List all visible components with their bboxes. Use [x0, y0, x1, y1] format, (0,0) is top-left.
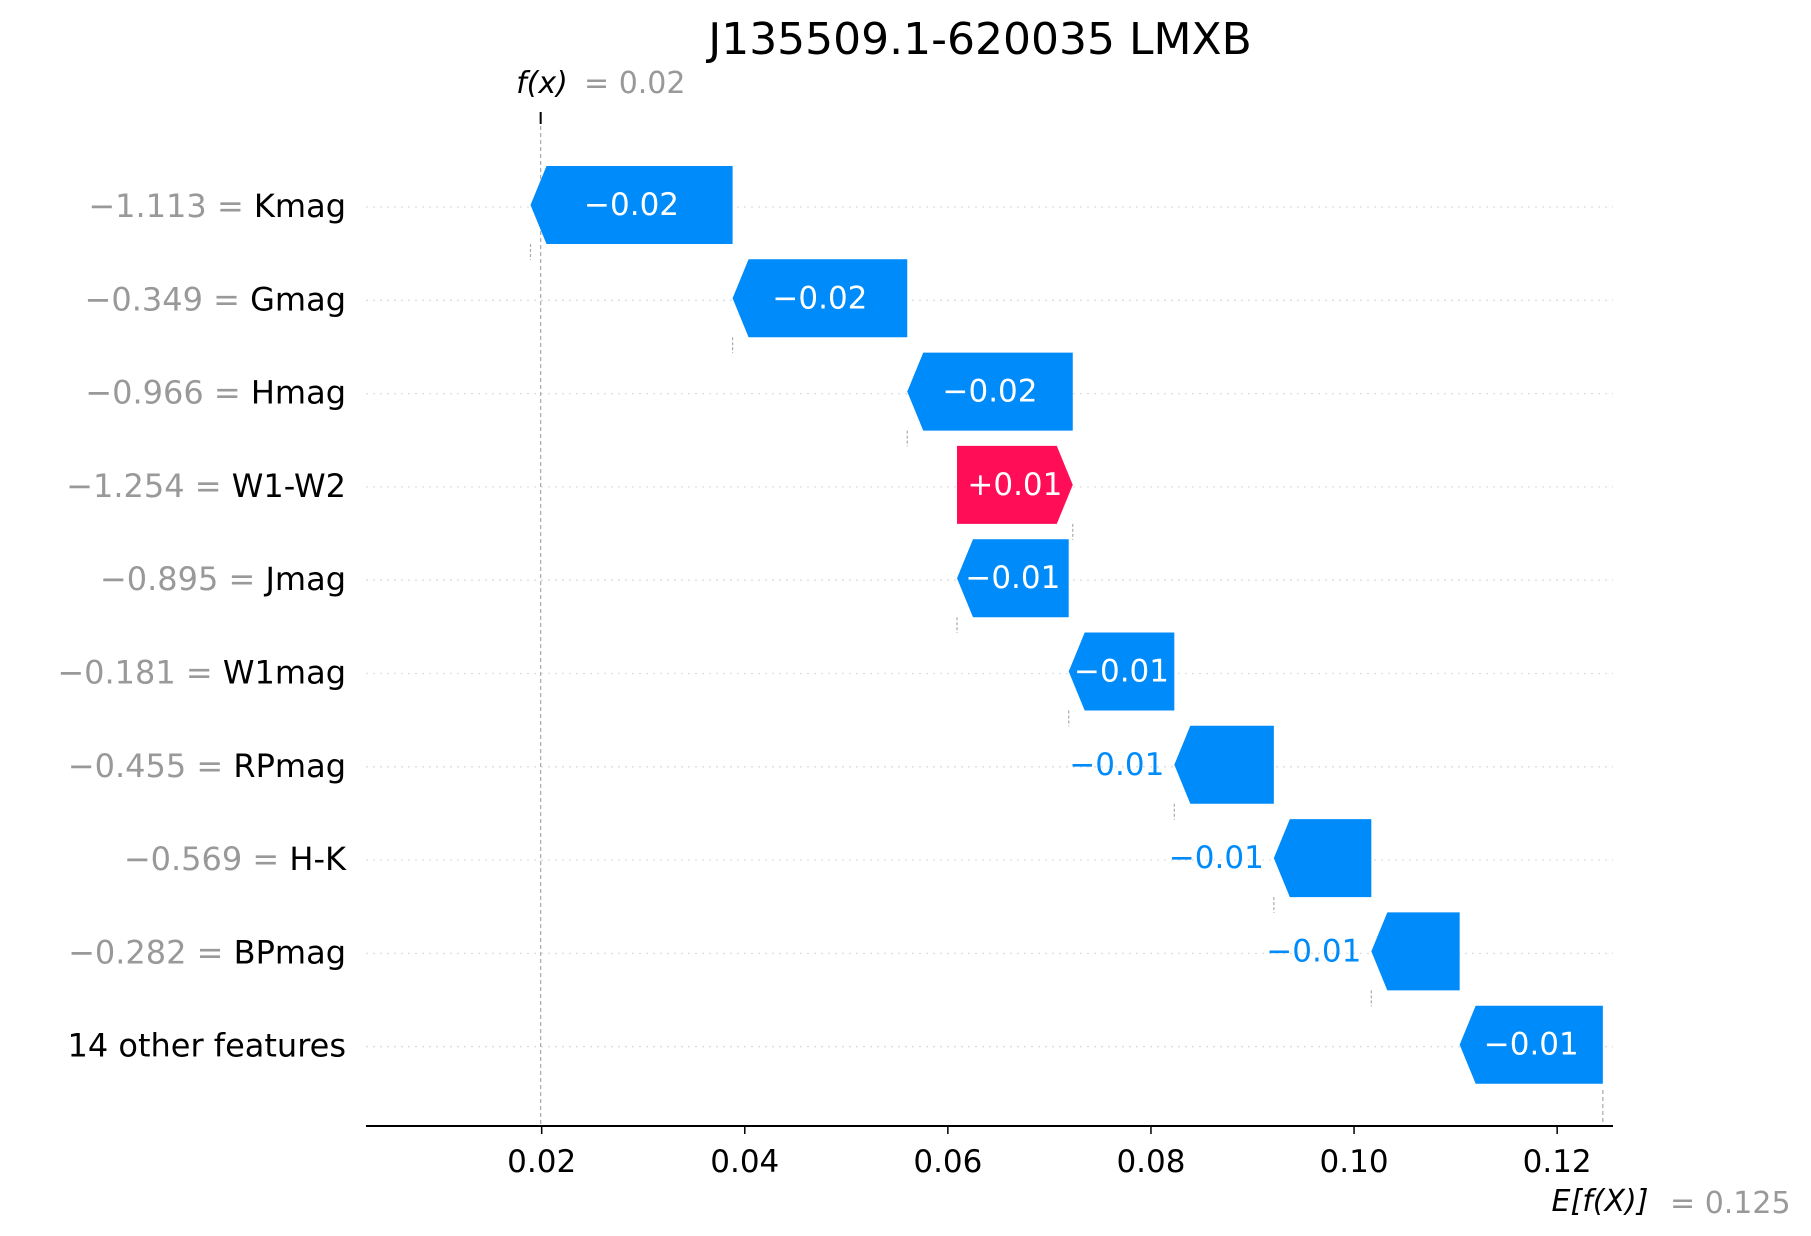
negative-bar: [907, 352, 1073, 431]
feature-label: −0.455 = RPmag: [68, 747, 346, 785]
negative-bar: [1068, 632, 1175, 711]
x-axis-ticks: 0.02 0.04 0.06 0.08 0.10 0.12: [507, 1126, 1592, 1180]
efx-annotation: E[f(X)] = 0.125: [1552, 1184, 1791, 1221]
efx-value: = 0.125: [1670, 1186, 1791, 1221]
feature-name: Hmag: [251, 374, 346, 412]
feature-labels: −1.113 = Kmag−0.349 = Gmag−0.966 = Hmag−…: [57, 187, 347, 1065]
feature-name: W1-W2: [232, 467, 346, 505]
feature-label: −1.113 = Kmag: [88, 187, 346, 225]
negative-bar: [1371, 912, 1460, 991]
negative-bar: [530, 166, 733, 244]
negative-bar: [1459, 1005, 1603, 1084]
feature-label: 14 other features: [67, 1027, 346, 1065]
negative-bar: [732, 259, 908, 338]
bar-value-label: −0.01: [1069, 747, 1164, 783]
feature-value: −0.895 =: [100, 560, 266, 598]
feature-value: −1.113 =: [88, 187, 254, 225]
negative-bar: [1273, 819, 1372, 898]
bars: −0.02 −0.02 −0.02 +0.01 −0.01 −0.01 −0.01 −0.01…: [530, 166, 1603, 1084]
bar-value-label: −0.02: [943, 374, 1038, 410]
fx-label: f(x): [516, 66, 568, 101]
feature-name: W1mag: [223, 654, 346, 692]
feature-name: Kmag: [254, 187, 346, 225]
x-tick-label: 0.06: [913, 1144, 982, 1180]
bar-value-label: −0.01: [1169, 840, 1264, 876]
fx-annotation: f(x) = 0.02: [516, 66, 685, 101]
feature-name: BPmag: [234, 933, 346, 971]
bar-value-label: −0.02: [584, 187, 679, 223]
feature-value: −0.181 =: [57, 654, 223, 692]
feature-value: −1.254 =: [66, 467, 232, 505]
feature-value: −0.349 =: [85, 280, 251, 318]
bar-value-label: −0.01: [965, 560, 1060, 596]
fx-value: = 0.02: [584, 66, 685, 101]
feature-label: −0.895 = Jmag: [100, 560, 346, 598]
x-tick-label: 0.12: [1523, 1144, 1592, 1180]
feature-name: H-K: [289, 840, 347, 878]
positive-bar: [957, 445, 1073, 524]
chart-title: J135509.1-620035 LMXB: [705, 14, 1252, 65]
x-tick-label: 0.08: [1116, 1144, 1185, 1180]
feature-name: RPmag: [233, 747, 346, 785]
connector-lines: [529, 112, 1604, 1126]
bar-value-label: +0.01: [967, 467, 1062, 503]
x-tick-label: 0.10: [1320, 1144, 1389, 1180]
x-axis: 0.02 0.04 0.06 0.08 0.10 0.12: [366, 1125, 1613, 1180]
feature-label: −0.966 = Hmag: [85, 374, 346, 412]
feature-value: −0.966 =: [85, 374, 251, 412]
feature-name: 14 other features: [67, 1027, 346, 1065]
bar-value-label: −0.01: [1484, 1027, 1579, 1063]
negative-bar: [957, 539, 1069, 618]
x-tick-label: 0.04: [710, 1144, 779, 1180]
negative-bar: [1174, 725, 1274, 804]
x-tick-label: 0.02: [507, 1144, 576, 1180]
feature-name: Gmag: [250, 280, 346, 318]
feature-label: −1.254 = W1-W2: [66, 467, 346, 505]
efx-label: E[f(X)]: [1552, 1184, 1649, 1219]
feature-label: −0.282 = BPmag: [68, 933, 346, 971]
feature-label: −0.349 = Gmag: [85, 280, 346, 318]
bar-value-label: −0.02: [772, 280, 867, 316]
feature-value: −0.569 =: [124, 840, 290, 878]
bar-value-label: −0.01: [1266, 933, 1361, 969]
feature-label: −0.569 = H-K: [124, 840, 347, 878]
bar-value-label: −0.01: [1074, 654, 1169, 690]
feature-name: Jmag: [263, 560, 346, 598]
feature-label: −0.181 = W1mag: [57, 654, 346, 692]
feature-value: −0.455 =: [68, 747, 234, 785]
feature-value: −0.282 =: [68, 933, 234, 971]
